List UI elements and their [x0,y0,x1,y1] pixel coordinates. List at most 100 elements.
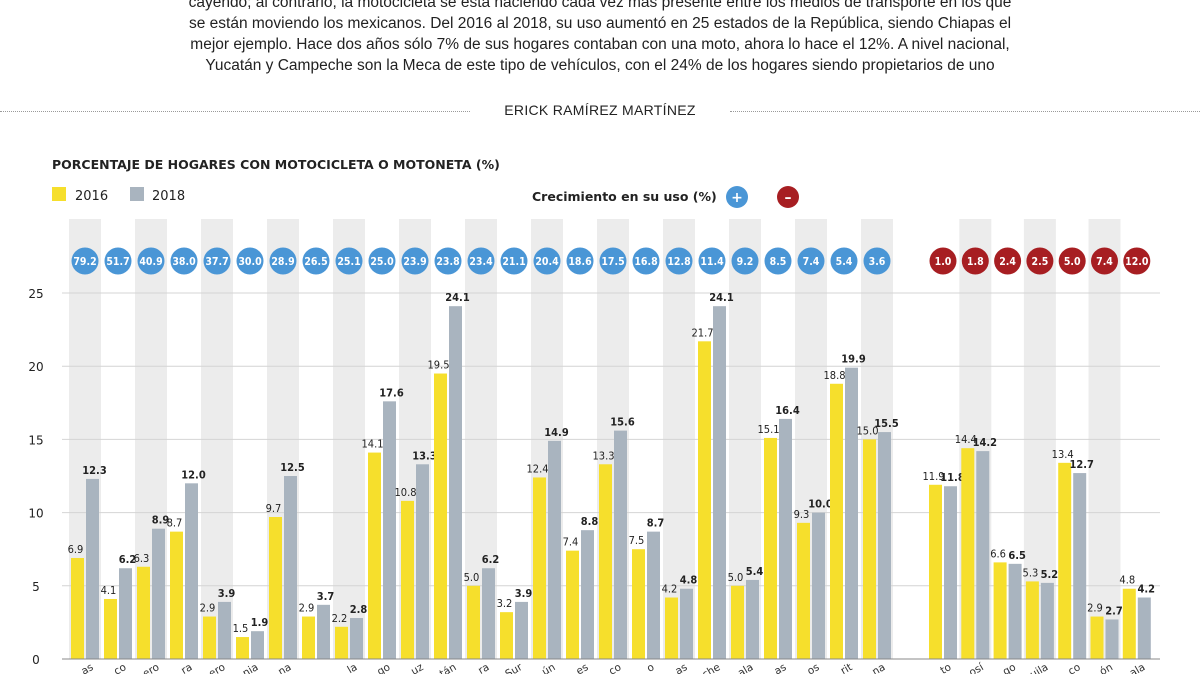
growth-legend-label: Crecimiento en su uso (%) [532,189,717,204]
value-label-2018: 8.9 [152,514,170,527]
value-label-2016: 2.2 [332,612,348,625]
growth-value: 23.8 [436,256,459,268]
bar-2018 [1073,473,1087,659]
bar-2016 [863,439,876,659]
growth-positive-badge [467,247,495,275]
bar-2016 [830,383,843,659]
value-label-2018: 3.9 [515,587,533,600]
growth-value: 25.0 [370,256,394,268]
divider-right [730,111,1200,112]
growth-value: 20.4 [535,256,559,268]
value-label-2018: 12.5 [280,461,305,474]
growth-negative-symbol: – [785,190,792,206]
bar-2018 [449,306,462,659]
bar-2018 [152,528,165,659]
growth-negative-badge [929,247,957,275]
category-label: to [938,661,953,674]
growth-negative-badge [994,247,1022,275]
category-label: ero [207,661,228,674]
chart-title: PORCENTAJE DE HOGARES CON MOTOCICLETA O … [52,157,500,172]
value-label-2016: 15.1 [757,423,779,436]
bar-2016 [698,341,711,659]
y-tick-label: 20 [28,360,43,374]
bar-2018 [779,418,792,659]
growth-value: 17.5 [601,256,624,268]
bar-2016 [434,373,447,659]
growth-positive-badge [731,247,759,275]
category-label: ra [179,661,194,674]
value-label-2016: 2.9 [299,602,315,615]
bar-2018 [1105,619,1119,659]
bar-2016 [203,616,216,659]
value-label-2016: 11.9 [922,470,944,483]
growth-positive-badge [632,247,660,275]
bar-2018 [878,432,891,659]
category-label: osí [967,661,987,674]
bar-2018 [581,530,594,659]
bar-2016 [993,562,1007,659]
value-label-2016: 6.9 [68,543,84,556]
value-label-2018: 15.6 [610,416,635,429]
bar-2016 [566,550,579,659]
divider-left [0,111,470,112]
growth-value: 7.4 [803,256,820,268]
value-label-2016: 2.9 [200,602,216,615]
bar-2018 [647,531,660,659]
growth-positive-marker [726,186,748,208]
growth-value: 79.2 [73,256,96,268]
bar-2016 [961,448,975,659]
value-label-2016: 13.4 [1052,448,1074,461]
value-label-2018: 8.7 [647,517,665,530]
growth-positive-badge [599,247,627,275]
value-label-2018: 14.9 [544,426,569,439]
bar-2018 [383,401,396,659]
value-label-2018: 14.2 [973,436,998,449]
growth-value: 1.8 [967,256,984,268]
category-label: as [772,661,788,674]
category-label: ún [540,661,558,674]
bar-2016 [500,612,513,659]
bar-2018 [416,464,429,659]
category-label: as [673,661,689,674]
value-label-2018: 5.4 [746,565,764,578]
bar-2016 [401,500,414,659]
growth-positive-badge [863,247,891,275]
growth-value: 21.1 [502,256,525,268]
bar-2016 [71,557,84,659]
bar-2016 [632,549,645,659]
value-label-2016: 9.7 [266,502,282,515]
growth-value: 51.7 [106,256,129,268]
bar-2016 [104,598,117,659]
bar-2018 [812,512,825,659]
growth-positive-badge [797,247,825,275]
category-label: na [870,661,887,674]
intro-line: Yucatán y Campeche son la Meca de este t… [205,57,995,74]
value-label-2018: 4.8 [680,574,698,587]
growth-positive-badge [830,247,858,275]
growth-value: 30.0 [238,256,262,268]
category-label: na [276,661,293,674]
bar-2016 [170,531,183,659]
growth-value: 5.4 [836,256,853,268]
growth-positive-badge [566,247,594,275]
growth-value: 5.0 [1064,256,1081,268]
value-label-2018: 10.0 [808,498,833,511]
bar-2018 [1137,597,1151,659]
bar-2016 [797,522,810,659]
value-label-2016: 14.1 [361,438,383,451]
growth-positive-badge [71,247,99,275]
bar-2016 [665,597,678,659]
bar-2018 [251,631,264,659]
category-label: os [805,661,821,674]
growth-positive-badge [500,247,528,275]
growth-positive-badge [104,247,132,275]
category-label: go [375,661,392,674]
value-label-2018: 17.6 [379,386,404,399]
category-label: Sur [503,661,525,674]
growth-positive-badge [203,247,231,275]
value-label-2018: 2.7 [1105,604,1123,617]
value-label-2018: 13.3 [412,449,437,462]
growth-positive-badge [434,247,462,275]
bar-2018 [944,486,957,659]
value-label-2016: 18.8 [823,369,845,382]
